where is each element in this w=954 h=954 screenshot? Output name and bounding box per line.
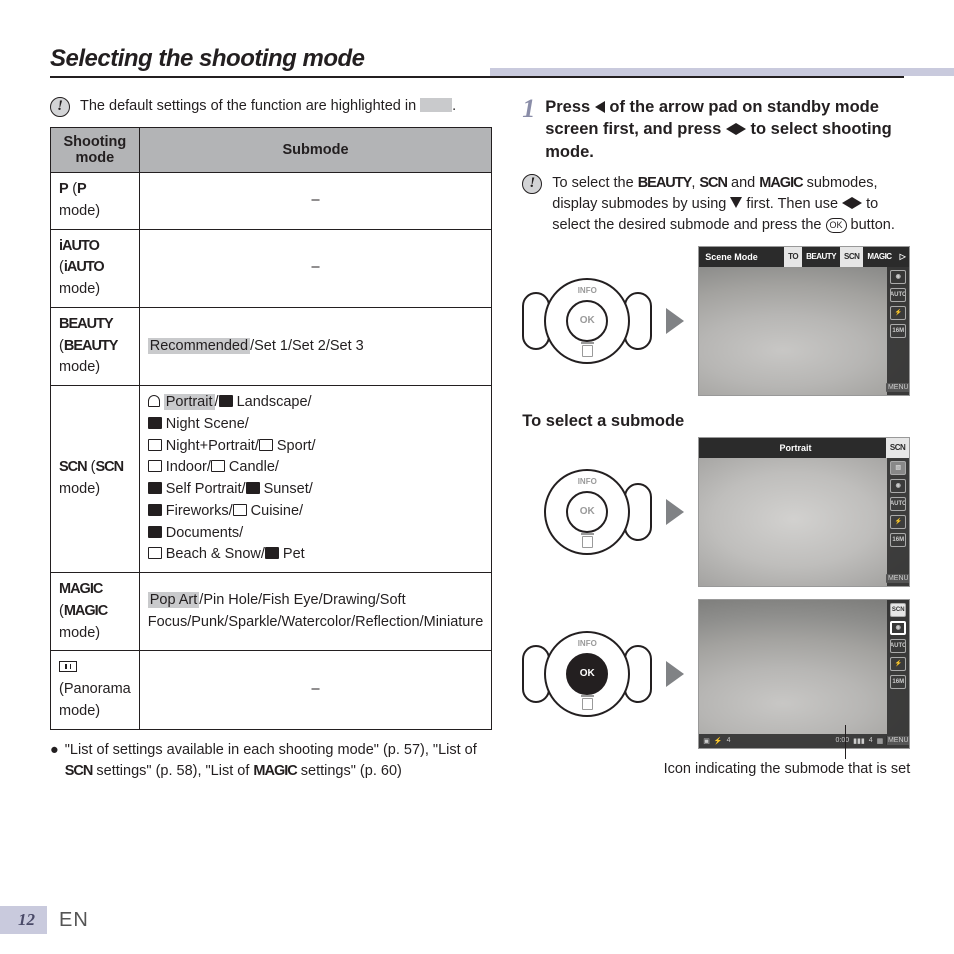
right-column: 1 Press of the arrow pad on standby mode… (522, 96, 910, 783)
note-submode-select: ! To select the BEAUTY, SCN and MAGIC su… (522, 173, 910, 236)
table-header-row: Shooting mode Submode (51, 128, 492, 173)
arrow-right-icon (666, 661, 684, 687)
page-heading-wrap: Selecting the shooting mode (50, 45, 904, 78)
step-row: 1 Press of the arrow pad on standby mode… (522, 96, 910, 163)
arrow-right-icon (666, 499, 684, 525)
table-row: P (P mode) – (51, 173, 492, 230)
arrow-right-icon (666, 308, 684, 334)
illustration-row: INFO OK Portrait SCN ▧ ◉ AUTO ⚡ 16 (522, 437, 910, 587)
ok-button-icon: OK (826, 218, 847, 233)
arrow-pad-illustration: INFO OK (522, 278, 652, 364)
sunset-icon (246, 482, 260, 494)
arrow-pad-illustration: INFO OK (544, 469, 652, 555)
caution-icon: ! (50, 97, 70, 117)
right-arrow-icon (852, 197, 862, 209)
left-column: ! The default settings of the function a… (50, 96, 492, 783)
trash-icon (582, 536, 593, 548)
heading-accent-bar (490, 68, 954, 76)
down-arrow-icon (730, 197, 742, 208)
camera-screen-submode-set: SCN ◉ AUTO ⚡ 16M MENU ▣⚡40:00▮▮▮4▦ (698, 599, 910, 749)
screen-flash-icon: ⚡ (890, 306, 906, 320)
callout-line (845, 725, 846, 759)
caption: Icon indicating the submode that is set (522, 761, 910, 777)
table-row: iAUTO (iAUTO mode) – (51, 229, 492, 307)
panorama-icon (59, 661, 77, 672)
beach-snow-icon (148, 547, 162, 559)
night-portrait-icon (148, 439, 162, 451)
cuisine-icon (233, 504, 247, 516)
col-header-mode: Shooting mode (51, 128, 140, 173)
right-arrow-icon (736, 123, 746, 135)
subheading: To select a submode (522, 412, 910, 431)
note-text-b: . (452, 98, 456, 114)
camera-screen-portrait: Portrait SCN ▧ ◉ AUTO ⚡ 16M MENU (698, 437, 910, 587)
step-number: 1 (522, 96, 535, 163)
reference-note: ● "List of settings available in each sh… (50, 740, 492, 784)
indoor-icon (148, 460, 162, 472)
note-default-settings: ! The default settings of the function a… (50, 96, 492, 117)
screen-mode-icon: ◉ (890, 270, 906, 284)
table-row: MAGIC (MAGIC mode) Pop Art/Pin Hole/Fish… (51, 573, 492, 651)
caution-icon: ! (522, 174, 542, 194)
shooting-mode-table: Shooting mode Submode P (P mode) – iAUTO… (50, 127, 492, 730)
left-arrow-icon (726, 123, 736, 135)
left-arrow-icon (842, 197, 852, 209)
table-row: SCN (SCN mode) Portrait/ Landscape/ Nigh… (51, 386, 492, 573)
col-header-submode: Submode (139, 128, 492, 173)
left-arrow-icon (595, 101, 605, 113)
landscape-icon (219, 395, 233, 407)
page-footer: 12 EN (0, 906, 89, 934)
camera-screen-scene-mode: Scene Mode TO BEAUTY SCN MAGIC ▷ ◉ AUTO … (698, 246, 910, 396)
page-number: 12 (0, 906, 47, 934)
trash-icon (582, 698, 593, 710)
page-language: EN (59, 909, 89, 932)
illustration-row: INFO OK SCN ◉ AUTO ⚡ 16M MENU ▣⚡40 (522, 599, 910, 749)
table-row: BEAUTY (BEAUTY mode) Recommended/Set 1/S… (51, 307, 492, 385)
highlight-swatch (420, 98, 452, 112)
portrait-icon (148, 395, 160, 407)
pet-icon (265, 547, 279, 559)
documents-icon (148, 526, 162, 538)
trash-icon (582, 345, 593, 357)
note-text-a: The default settings of the function are… (80, 98, 420, 114)
candle-icon (211, 460, 225, 472)
sport-icon (259, 439, 273, 451)
fireworks-icon (148, 504, 162, 516)
illustration-row: INFO OK Scene Mode TO BEAUTY SCN MAGIC ▷ (522, 246, 910, 396)
self-portrait-icon (148, 482, 162, 494)
night-scene-icon (148, 417, 162, 429)
arrow-pad-illustration: INFO OK (522, 631, 652, 717)
table-row: (Panorama mode) – (51, 651, 492, 729)
